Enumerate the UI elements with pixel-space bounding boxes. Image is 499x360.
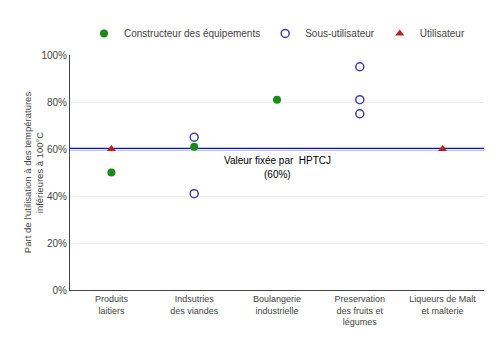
- svg-text:20%: 20%: [47, 238, 67, 249]
- svg-text:Boulangerieindustrielle: Boulangerieindustrielle: [253, 294, 301, 316]
- svg-text:Utilisateur: Utilisateur: [420, 28, 465, 39]
- svg-text:Valeur fixée par HPTCJ: Valeur fixée par HPTCJ: [224, 155, 331, 166]
- svg-text:80%: 80%: [47, 97, 67, 108]
- svg-text:Sous-utilisateur: Sous-utilisateur: [305, 28, 375, 39]
- svg-text:Preservationdes fruits etlégum: Preservationdes fruits etlégumes: [335, 294, 386, 327]
- svg-text:Constructeur des équipements: Constructeur des équipements: [124, 28, 260, 39]
- svg-text:60%: 60%: [47, 144, 67, 155]
- svg-text:Indsutriesdes viandes: Indsutriesdes viandes: [170, 294, 219, 316]
- svg-text:100%: 100%: [41, 50, 67, 61]
- svg-text:Part de l'utilisation à des te: Part de l'utilisation à des températures…: [22, 92, 45, 254]
- svg-text:Produitslaitiers: Produitslaitiers: [95, 294, 129, 316]
- svg-text:40%: 40%: [47, 191, 67, 202]
- svg-text:(60%): (60%): [264, 169, 291, 180]
- svg-text:0%: 0%: [53, 285, 68, 296]
- svg-text:Liqueurs de Maltet malterie: Liqueurs de Maltet malterie: [409, 294, 476, 316]
